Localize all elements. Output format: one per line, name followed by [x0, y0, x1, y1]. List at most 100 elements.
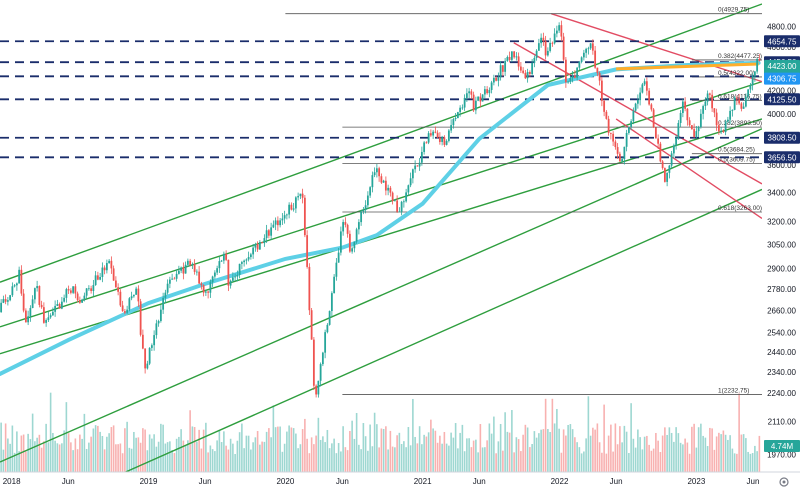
candle-body — [252, 247, 255, 255]
volume-bar — [373, 412, 376, 472]
settings-gear-icon[interactable] — [779, 477, 789, 487]
volume-bar — [745, 438, 747, 472]
candle-body — [256, 244, 259, 250]
candle-body — [742, 106, 745, 109]
candle-body — [18, 269, 21, 284]
volume-bar — [126, 421, 128, 472]
candle-body — [666, 172, 669, 182]
candle-body — [441, 137, 444, 142]
candle-body — [744, 96, 747, 107]
volume-bar — [340, 451, 342, 472]
volume-bar — [508, 432, 511, 472]
candle-body — [470, 91, 473, 95]
volume-bar — [409, 445, 412, 472]
volume-bar — [369, 424, 371, 472]
volume-bar — [531, 444, 533, 472]
volume-tag-bg — [764, 440, 800, 452]
time-axis-bg — [0, 472, 800, 491]
volume-bar — [166, 442, 169, 472]
volume-bar — [412, 398, 414, 472]
candle-body — [513, 51, 516, 58]
volume-bar — [81, 438, 83, 472]
volume-bar — [344, 447, 347, 472]
volume-bar — [646, 435, 648, 472]
candle-body — [391, 192, 394, 201]
volume-bar — [443, 431, 446, 472]
volume-bar — [673, 441, 675, 472]
candle-body — [573, 75, 576, 78]
candle-body — [220, 260, 223, 262]
candle-body — [524, 72, 527, 79]
green-channel-line — [0, 80, 763, 328]
candle-body — [162, 297, 165, 310]
volume-bar — [99, 431, 101, 472]
candle-body — [121, 305, 124, 312]
candle-body — [254, 244, 257, 248]
candle-body — [429, 133, 432, 136]
x-tick-label: 2022 — [551, 477, 569, 486]
volume-bar — [562, 429, 565, 472]
volume-bar — [85, 448, 88, 472]
volume-bar — [450, 432, 452, 472]
fib-level-label: 0.5(4322.00) — [718, 70, 755, 77]
volume-bar — [11, 425, 14, 472]
candle-body — [353, 241, 356, 249]
candle-body — [209, 282, 212, 293]
volume-bar — [88, 442, 90, 472]
horizontal-levels[interactable] — [0, 40, 762, 159]
volume-bar — [234, 453, 236, 472]
red-channel-line — [615, 118, 763, 219]
candle-body — [634, 103, 637, 111]
volume-bar — [378, 447, 380, 472]
y-tick-label: 4800.00 — [767, 22, 796, 31]
volume-bar — [58, 444, 61, 472]
candle-body — [249, 254, 252, 258]
volume-bar — [423, 434, 425, 472]
volume-bar — [700, 423, 702, 472]
candle-body — [195, 271, 198, 273]
volume-bar — [360, 449, 362, 472]
volume-bar — [754, 445, 756, 472]
candle-body — [479, 96, 482, 102]
volume-bar — [45, 423, 47, 472]
volume-bar — [227, 449, 230, 472]
y-tick-label: 2780.00 — [767, 285, 796, 294]
volume-bar — [592, 427, 594, 472]
candle-body — [463, 97, 466, 108]
volume-bar — [207, 452, 209, 472]
candle-body — [675, 138, 678, 146]
volume-bar — [547, 428, 549, 472]
y-tick-label: 2900.00 — [767, 265, 796, 274]
candle-body — [522, 70, 525, 73]
volume-bar — [713, 449, 716, 472]
candle-body — [693, 129, 696, 137]
candle-body — [36, 286, 39, 289]
volume-bar — [193, 427, 196, 472]
volume-bar — [83, 413, 86, 472]
candle-body — [398, 211, 401, 213]
volume-bar — [481, 447, 484, 472]
volume-bar — [540, 429, 542, 472]
candle-body — [474, 100, 477, 111]
volume-bar — [238, 432, 241, 472]
candle-body — [114, 280, 117, 288]
time-axis[interactable]: 2018 Jun 2019 Jun 2020 Jun 2021 Jun 2022 Jun 2023 J… — [0, 471, 800, 491]
candle-body — [274, 220, 277, 225]
y-tick-label: 2110.00 — [768, 418, 797, 427]
candle-body — [182, 267, 185, 274]
candle-body — [735, 97, 738, 100]
candle-body — [166, 283, 169, 293]
fibonacci-retracement[interactable]: 0(4929.75) 0.382(4477.25) 0.5(4322.00) 0.61… — [285, 7, 762, 395]
volume-bar — [659, 452, 662, 472]
candle-body — [231, 277, 234, 281]
candle-body — [603, 100, 606, 112]
candle-body — [549, 42, 552, 51]
volume-bar — [256, 431, 259, 472]
volume-bar — [693, 423, 695, 472]
volume-bar — [454, 423, 457, 472]
volume-bar — [520, 451, 522, 472]
candle-body — [663, 168, 666, 182]
volume-bar — [724, 434, 727, 472]
